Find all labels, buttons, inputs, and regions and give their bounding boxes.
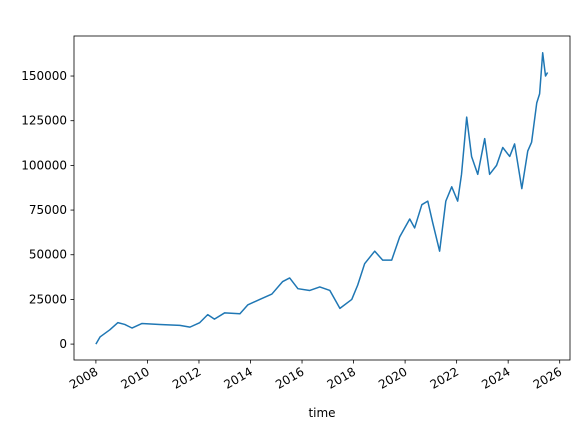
- x-tick-label: 2026: [531, 364, 564, 391]
- x-tick-label: 2014: [222, 364, 255, 391]
- line-series: [95, 52, 549, 345]
- x-tick-label: 2022: [428, 364, 461, 391]
- y-tick-label: 100000: [21, 158, 67, 172]
- x-tick-label: 2018: [325, 364, 358, 391]
- x-tick-label: 2016: [273, 364, 306, 391]
- x-axis-label: time: [308, 406, 335, 420]
- x-tick-label: 2012: [170, 364, 203, 391]
- x-tick-label: 2024: [479, 364, 512, 391]
- y-tick-label: 125000: [21, 114, 67, 128]
- x-tick-label: 2020: [376, 364, 409, 391]
- x-tick-label: 2008: [67, 364, 100, 391]
- y-tick-label: 150000: [21, 69, 67, 83]
- y-tick-label: 25000: [29, 292, 67, 306]
- y-tick-label: 50000: [29, 248, 67, 262]
- y-tick-label: 75000: [29, 203, 67, 217]
- plot-frame: [73, 35, 571, 361]
- y-tick-label: 0: [59, 337, 67, 351]
- x-tick-label: 2010: [118, 364, 151, 391]
